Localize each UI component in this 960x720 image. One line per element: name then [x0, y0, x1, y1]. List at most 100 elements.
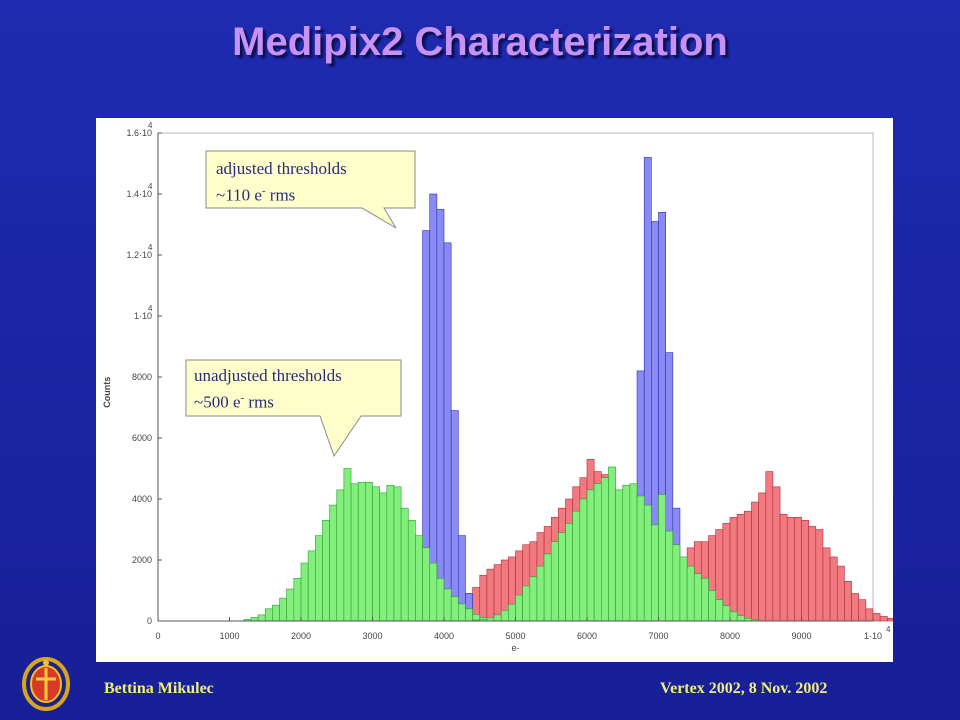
histogram-bar-s2-b1-17 [593, 483, 602, 622]
histogram-bar-s2-b0-6 [286, 588, 295, 622]
unadjusted-callout-bubble [185, 359, 402, 458]
histogram-bar-s1-b0-4 [443, 242, 452, 622]
histogram-bar-s2-b1-8 [529, 576, 538, 622]
histogram-bar-s2-b0-11 [322, 520, 330, 622]
y-axis-label: Counts [102, 377, 112, 408]
histogram-bar-s2-b1-23 [636, 495, 645, 622]
histogram-bar-s2-b0-15 [350, 483, 359, 622]
histogram-chart: 0 1000 2000 3000 4000 5000 6000 7000 8000 9000 1·1… [102, 121, 893, 653]
histogram-bar-s2-b0-24 [415, 535, 423, 622]
x-tick-label-3: 3000 [362, 631, 382, 641]
histogram-bar-s0-b1-18 [765, 471, 774, 622]
histogram-bar-s2-b1-36 [729, 611, 738, 622]
histogram-bar-s2-b1-29 [679, 556, 688, 622]
adjusted-callout-line2: ~110 e- rms [216, 185, 296, 205]
x-tick-exp-10: 4 [886, 625, 891, 634]
histogram-bar-s0-b1-30 [851, 593, 859, 622]
histogram-bar-s2-b0-23 [407, 520, 416, 622]
histogram-bar-s2-b1-32 [701, 577, 709, 622]
histogram-bar-s0-b1-27 [829, 556, 838, 622]
histogram-bar-s2-b0-25 [422, 547, 430, 622]
histogram-bar-s0-b1-13 [729, 516, 738, 622]
histogram-bar-s2-b0-14 [343, 468, 352, 622]
unadjusted-callout-text: unadjusted thresholds ~500 e- rms [194, 365, 342, 414]
histogram-bar-s2-b1-10 [543, 553, 552, 622]
histogram-bar-s2-b1-14 [572, 510, 581, 622]
histogram-bar-s2-b0-19 [379, 492, 388, 622]
y-tick-label-8: 1.6·10 [126, 128, 152, 138]
y-tick-label-4: 8000 [132, 372, 152, 382]
adjusted-callout-text: adjusted thresholds ~110 e- rms [216, 158, 347, 207]
histogram-bar-s2-b0-18 [372, 486, 380, 622]
histogram-bar-s2-b1-11 [550, 541, 559, 622]
histogram-bar-s2-b0-20 [386, 484, 395, 622]
histogram-bar-s2-b1-6 [515, 594, 523, 622]
y-tick-exp-8: 4 [148, 121, 153, 130]
histogram-bar-s0-b1-35 [886, 617, 893, 622]
histogram-bar-s0-b1-32 [865, 608, 874, 622]
unadjusted-callout-line2: ~500 e- rms [194, 392, 274, 412]
x-tick-label-2: 2000 [291, 631, 311, 641]
y-tick-label-5: 1·10 [134, 311, 152, 321]
histogram-bar-s2-b1-12 [558, 532, 566, 622]
histogram-bar-s2-b1-4 [500, 610, 509, 622]
histogram-bar-s0-b1-24 [808, 526, 817, 622]
x-axis-label: e- [511, 643, 519, 653]
histogram-panel: 0 1000 2000 3000 4000 5000 6000 7000 8000 9000 1·1… [96, 118, 893, 662]
y-tick-exp-7: 4 [148, 182, 153, 191]
histogram-bar-s0-b1-22 [794, 516, 802, 622]
histogram-bar-s2-b0-17 [365, 481, 373, 622]
histogram-bar-s2-b1-31 [693, 573, 702, 622]
histogram-bar-s2-b1-5 [508, 603, 516, 622]
histogram-bar-s2-b0-13 [336, 489, 345, 622]
histogram-bar-s0-b1-29 [844, 581, 852, 622]
histogram-bar-s2-b0-9 [307, 550, 316, 622]
x-tick-label-8: 8000 [720, 631, 740, 641]
y-tick-label-0: 0 [147, 616, 152, 626]
histogram-bar-s1-b0-3 [436, 208, 445, 622]
histogram-bar-s1-b0-2 [429, 193, 438, 622]
histogram-bar-s2-b1-37 [736, 615, 745, 622]
y-tick-label-3: 6000 [132, 433, 152, 443]
x-tick-label-5: 5000 [505, 631, 525, 641]
histogram-bar-s2-b1-18 [600, 477, 609, 622]
histogram-bar-s2-b1-15 [579, 498, 588, 622]
adjusted-callout-bubble [205, 150, 416, 229]
histogram-bar-s2-b0-3 [264, 608, 273, 622]
histogram-bar-s2-b0-10 [315, 535, 323, 622]
histogram-bar-s0-b0-6 [479, 574, 488, 622]
histogram-bar-s2-b1-35 [722, 605, 731, 622]
histogram-bar-s2-b1-21 [622, 484, 631, 622]
histogram-bar-s0-b1-33 [872, 613, 881, 622]
x-tick-label-9: 9000 [791, 631, 811, 641]
histogram-bar-s2-b1-33 [708, 590, 716, 622]
y-tick-exp-6: 4 [148, 243, 153, 252]
x-tick-label-4: 4000 [434, 631, 454, 641]
histogram-bar-s2-b1-3 [493, 614, 502, 622]
histogram-bar-s2-b0-8 [300, 562, 309, 622]
histogram-bar-s2-b1-34 [715, 599, 724, 622]
y-tick-exp-5: 4 [148, 304, 153, 313]
histogram-bar-s0-b1-25 [815, 529, 824, 622]
histogram-bar-s2-b0-27 [436, 577, 445, 622]
histogram-bar-s2-b0-22 [400, 507, 409, 622]
histogram-bar-s2-b0-29 [450, 596, 459, 622]
histogram-bar-s2-b0-7 [293, 577, 302, 622]
histogram-bar-s2-b0-30 [457, 603, 466, 622]
histogram-bar-s2-b1-19 [608, 466, 616, 622]
histogram-bar-s0-b1-17 [758, 492, 767, 622]
histogram-bar-s0-b0-7 [486, 568, 495, 622]
histogram-bar-s0-b1-31 [858, 599, 867, 622]
histogram-bar-s0-b1-19 [772, 486, 781, 622]
histogram-bar-s0-b1-15 [743, 510, 752, 622]
histogram-bar-s2-b1-25 [651, 524, 659, 622]
histogram-bar-s2-b0-16 [357, 481, 366, 622]
x-tick-label-7: 7000 [648, 631, 668, 641]
x-tick-label-6: 6000 [577, 631, 597, 641]
histogram-bar-s0-b1-28 [836, 565, 845, 622]
histogram-bar-s2-b1-16 [586, 489, 595, 622]
histogram-bar-s2-b1-28 [672, 544, 681, 622]
histogram-bar-s0-b1-14 [736, 513, 745, 622]
histogram-bar-s0-b0-8 [493, 564, 502, 622]
slide-title: Medipix2 Characterization [232, 20, 728, 64]
